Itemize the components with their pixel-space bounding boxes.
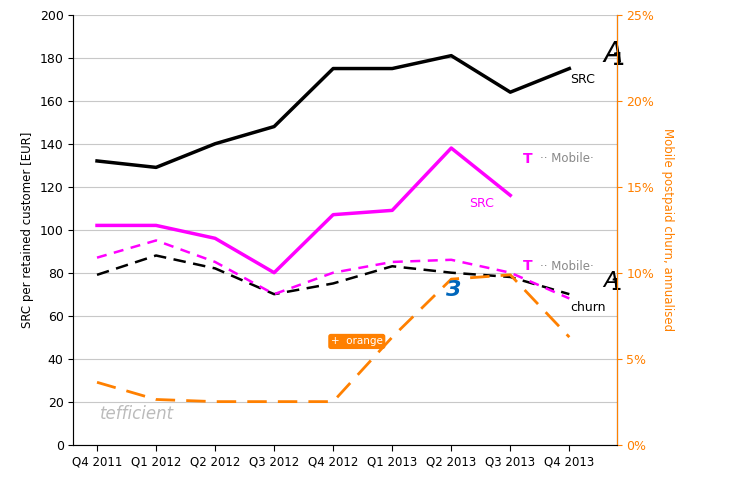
Text: $\mathbf{\mathit{A}}$: $\mathbf{\mathit{A}}$ <box>602 40 622 68</box>
Text: 1: 1 <box>612 51 625 69</box>
Text: T: T <box>523 152 533 166</box>
Text: ·· Mobile·: ·· Mobile· <box>539 152 594 165</box>
Text: $\mathbf{\mathit{A}}$: $\mathbf{\mathit{A}}$ <box>602 271 619 291</box>
Text: +  orange: + orange <box>331 336 382 346</box>
Y-axis label: SRC per retained customer [EUR]: SRC per retained customer [EUR] <box>21 131 34 328</box>
Text: tefficient: tefficient <box>100 405 174 423</box>
Text: SRC: SRC <box>469 198 494 210</box>
Y-axis label: Mobile postpaid churn, annualised: Mobile postpaid churn, annualised <box>661 128 674 331</box>
Text: T: T <box>523 259 533 273</box>
Text: 3: 3 <box>446 280 462 300</box>
Text: churn: churn <box>570 300 606 314</box>
Text: SRC: SRC <box>570 73 595 86</box>
Text: 1: 1 <box>611 278 621 293</box>
Text: ·· Mobile·: ·· Mobile· <box>539 260 594 273</box>
